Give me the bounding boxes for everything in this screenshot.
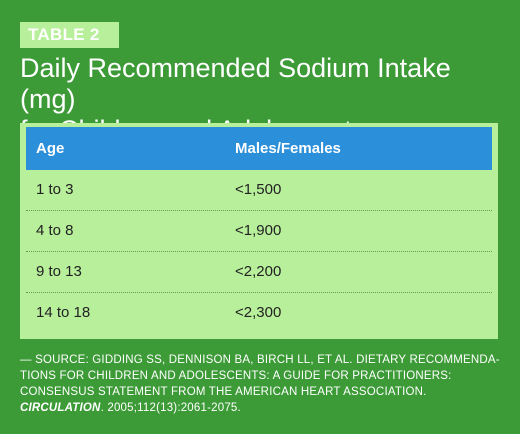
cell-age: 1 to 3	[36, 181, 74, 198]
cell-age: 9 to 13	[36, 263, 82, 280]
cell-age: 14 to 18	[36, 304, 91, 321]
table-header: Age Males/Females	[26, 127, 492, 170]
cell-intake: <2,300	[235, 304, 282, 321]
table-label: TABLE 2	[20, 22, 119, 48]
header-males-females: Males/Females	[235, 140, 341, 157]
source-line-1: — SOURCE: GIDDING SS, DENNISON BA, BIRCH…	[20, 354, 500, 366]
source-line-4: CIRCULATION. 2005;112(13):2061-2075.	[20, 400, 500, 416]
journal-name: CIRCULATION	[20, 402, 101, 414]
source-line-3: CONSENSUS STATEMENT FROM THE AMERICAN HE…	[20, 386, 427, 398]
table-row: 14 to 18 <2,300	[26, 293, 492, 333]
cell-intake: <2,200	[235, 263, 282, 280]
citation-details: . 2005;112(13):2061-2075.	[100, 402, 241, 414]
cell-age: 4 to 8	[36, 222, 74, 239]
header-age: Age	[36, 140, 65, 157]
sodium-table: Age Males/Females 1 to 3 <1,500 4 to 8 <…	[20, 123, 498, 339]
source-line-2: TIONS FOR CHILDREN AND ADOLESCENTS: A GU…	[20, 370, 452, 382]
title-line-1: Daily Recommended Sodium Intake (mg)	[20, 53, 451, 114]
cell-intake: <1,500	[235, 181, 282, 198]
source-citation: — SOURCE: GIDDING SS, DENNISON BA, BIRCH…	[20, 352, 500, 416]
table-row: 4 to 8 <1,900	[26, 211, 492, 252]
table-row: 1 to 3 <1,500	[26, 170, 492, 211]
table-row: 9 to 13 <2,200	[26, 252, 492, 293]
cell-intake: <1,900	[235, 222, 282, 239]
